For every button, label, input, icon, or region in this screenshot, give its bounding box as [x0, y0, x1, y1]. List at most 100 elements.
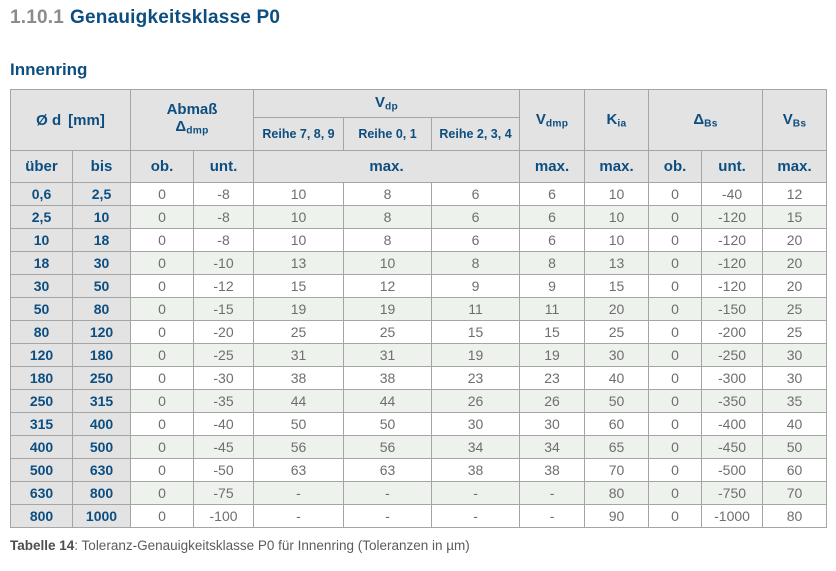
header-diameter: Ø d [mm]: [9, 89, 132, 151]
diameter-range-cell: 250: [10, 389, 73, 413]
tolerance-value-cell: 56: [253, 435, 345, 459]
tolerance-value-cell: 0: [130, 458, 195, 482]
tolerance-value-cell: 0: [648, 435, 703, 459]
table-row: 10 18 0 -8 10 8 6 6 10 0 -120 20: [10, 228, 828, 252]
tolerance-value-cell: 13: [253, 251, 345, 275]
table-header: Ø d [mm] Abmaß Δdmp Vdp Vdmp Kia ΔBs VBs …: [9, 89, 828, 183]
tolerance-value-cell: -: [431, 481, 521, 505]
tolerance-value-cell: 50: [762, 435, 828, 459]
header-abmass: Abmaß Δdmp: [130, 89, 255, 151]
tolerance-value-cell: 30: [519, 412, 586, 436]
tolerance-value-cell: 10: [253, 182, 345, 206]
tolerance-value-cell: 63: [343, 458, 433, 482]
tolerance-value-cell: 0: [130, 504, 195, 528]
header-unt-dmp: unt.: [193, 150, 255, 183]
table-row: 50 80 0 -15 19 19 11 11 20 0 -150 25: [10, 297, 828, 321]
header-max-vdp: max.: [253, 150, 521, 183]
tolerance-value-cell: -: [343, 504, 433, 528]
tolerance-value-cell: 0: [648, 366, 703, 390]
header-max-vdmp: max.: [519, 150, 586, 183]
tolerance-value-cell: 0: [130, 274, 195, 298]
tolerance-value-cell: 12: [762, 182, 828, 206]
tolerance-value-cell: 8: [431, 251, 521, 275]
tolerance-value-cell: -40: [701, 182, 764, 206]
tolerance-value-cell: -25: [193, 343, 255, 367]
tolerance-value-cell: -50: [193, 458, 255, 482]
tolerance-value-cell: -8: [193, 182, 255, 206]
header-max-kia: max.: [584, 150, 650, 183]
tolerance-value-cell: -1000: [701, 504, 764, 528]
tolerance-value-cell: 8: [343, 205, 433, 229]
tolerance-value-cell: 6: [431, 205, 521, 229]
table-row: 500 630 0 -50 63 63 38 38 70 0 -500 60: [10, 458, 828, 482]
tolerance-value-cell: 0: [130, 297, 195, 321]
tolerance-value-cell: 10: [584, 228, 650, 252]
tolerance-value-cell: -750: [701, 481, 764, 505]
tolerance-value-cell: 23: [519, 366, 586, 390]
header-reihe-234: Reihe 2, 3, 4: [431, 117, 521, 151]
tolerance-value-cell: 30: [762, 343, 828, 367]
tolerance-value-cell: 38: [431, 458, 521, 482]
table-row: 180 250 0 -30 38 38 23 23 40 0 -300 30: [10, 366, 828, 390]
tolerance-value-cell: 20: [762, 228, 828, 252]
tolerance-value-cell: 60: [762, 458, 828, 482]
tolerance-value-cell: 6: [519, 182, 586, 206]
tolerance-value-cell: -120: [701, 274, 764, 298]
diameter-range-cell: 630: [10, 481, 73, 505]
table-row: 630 800 0 -75- - - -80 0 -750 70: [10, 481, 828, 505]
tolerance-value-cell: 0: [130, 435, 195, 459]
tolerance-value-cell: 44: [343, 389, 433, 413]
tolerance-value-cell: 0: [130, 343, 195, 367]
tolerance-value-cell: -12: [193, 274, 255, 298]
tolerance-value-cell: 50: [584, 389, 650, 413]
header-ob-bs: ob.: [648, 150, 703, 183]
header-ob-dmp: ob.: [130, 150, 195, 183]
tolerance-value-cell: 15: [431, 320, 521, 344]
tolerance-value-cell: 19: [431, 343, 521, 367]
tolerance-value-cell: 38: [253, 366, 345, 390]
tolerance-value-cell: 44: [253, 389, 345, 413]
diameter-range-cell: 250: [71, 366, 132, 390]
tolerance-value-cell: 0: [648, 274, 703, 298]
diameter-range-cell: 50: [10, 297, 73, 321]
table-body: 0,6 2,5 0 -8 10 8 6 6 10 0 -40 12 2,5 10 0 -8 10 8 6 6 10 0 -1…: [10, 182, 828, 528]
tolerance-value-cell: 20: [762, 251, 828, 275]
diameter-range-cell: 630: [71, 458, 132, 482]
table-row: 2,5 10 0 -8 10 8 6 6 10 0 -120 15: [10, 205, 828, 229]
diameter-range-cell: 500: [71, 435, 132, 459]
table-row: 315 400 0 -40 50 50 30 30 60 0 -400 40: [10, 412, 828, 436]
table-row: 80 120 0 -20 25 25 15 15 25 0 -200 25: [10, 320, 828, 344]
tolerance-value-cell: 0: [648, 412, 703, 436]
tolerance-value-cell: -200: [701, 320, 764, 344]
tolerance-value-cell: 25: [762, 320, 828, 344]
tolerance-value-cell: 8: [519, 251, 586, 275]
tolerance-value-cell: 0: [648, 504, 703, 528]
table-row: 30 50 0 -12 15 12 9 9 15 0 -120 20: [10, 274, 828, 298]
tolerance-value-cell: 10: [253, 205, 345, 229]
section-title: Genauigkeitsklasse P0: [70, 7, 281, 28]
diameter-range-cell: 30: [71, 251, 132, 275]
tolerance-value-cell: 25: [343, 320, 433, 344]
header-dbs: ΔBs: [648, 89, 764, 151]
table-row: 120 180 0 -25 31 31 19 19 30 0 -250 30: [10, 343, 828, 367]
tolerance-value-cell: -8: [193, 228, 255, 252]
tolerance-value-cell: 23: [431, 366, 521, 390]
diameter-range-cell: 120: [10, 343, 73, 367]
tolerance-value-cell: -300: [701, 366, 764, 390]
caption-text: : Toleranz-Genauigkeitsklasse P0 für Inn…: [74, 538, 470, 553]
tolerance-value-cell: 0: [648, 458, 703, 482]
table-caption: Tabelle 14: Toleranz-Genauigkeitsklasse …: [10, 538, 826, 553]
tolerance-value-cell: 63: [253, 458, 345, 482]
tolerance-value-cell: 26: [519, 389, 586, 413]
tolerance-value-cell: -120: [701, 228, 764, 252]
abmass-symbol: Δ: [175, 117, 187, 135]
tolerance-value-cell: 40: [584, 366, 650, 390]
tolerance-value-cell: 19: [253, 297, 345, 321]
header-unt-bs: unt.: [701, 150, 764, 183]
diameter-range-cell: 50: [71, 274, 132, 298]
diameter-range-cell: 0,6: [10, 182, 73, 206]
header-reihe-01: Reihe 0, 1: [343, 117, 433, 151]
tolerance-value-cell: -100: [193, 504, 255, 528]
diameter-range-cell: 2,5: [10, 205, 73, 229]
tolerance-value-cell: 30: [431, 412, 521, 436]
